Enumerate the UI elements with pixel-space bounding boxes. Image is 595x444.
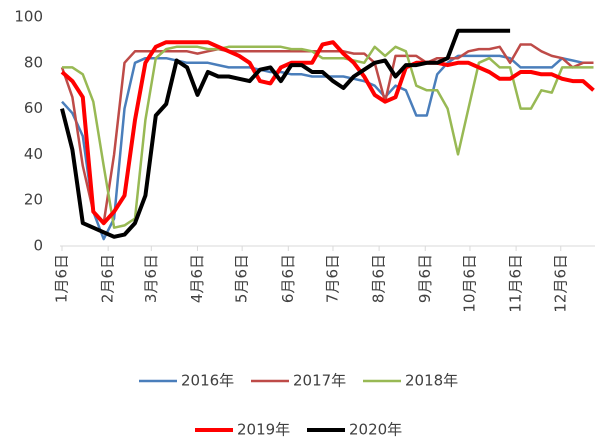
x-tick-label: 11月6日 [507,254,525,313]
x-tick-label: 8月6日 [370,254,388,303]
x-tick-label: 7月6日 [323,254,341,303]
x-tick-label: 2月6日 [99,254,117,303]
series-line [60,43,594,225]
legend-label: 2019年 [237,421,290,439]
x-tick-label: 1月6日 [53,254,71,303]
x-tick-label: 4月6日 [188,254,206,303]
x-tick-label: 3月6日 [142,254,160,303]
y-tick-label: 0 [33,237,43,255]
x-tick-label: 5月6日 [233,254,251,303]
series-line [60,40,595,226]
y-tick-label: 40 [24,145,43,163]
legend-label: 2016年 [181,372,234,390]
legend-label: 2020年 [349,421,402,439]
series-line [62,45,594,229]
legend-label: 2018年 [405,372,458,390]
y-tick-label: 20 [24,191,43,209]
x-tick-label: 10月6日 [460,254,478,313]
series-line [60,28,511,239]
x-tick-label: 9月6日 [416,254,434,303]
x-tick-label: 12月6日 [551,254,569,313]
y-tick-label: 80 [24,53,43,71]
x-tick-label: 6月6日 [279,254,297,303]
y-tick-label: 100 [14,8,43,26]
legend-label: 2017年 [293,372,346,390]
y-tick-label: 60 [24,99,43,117]
